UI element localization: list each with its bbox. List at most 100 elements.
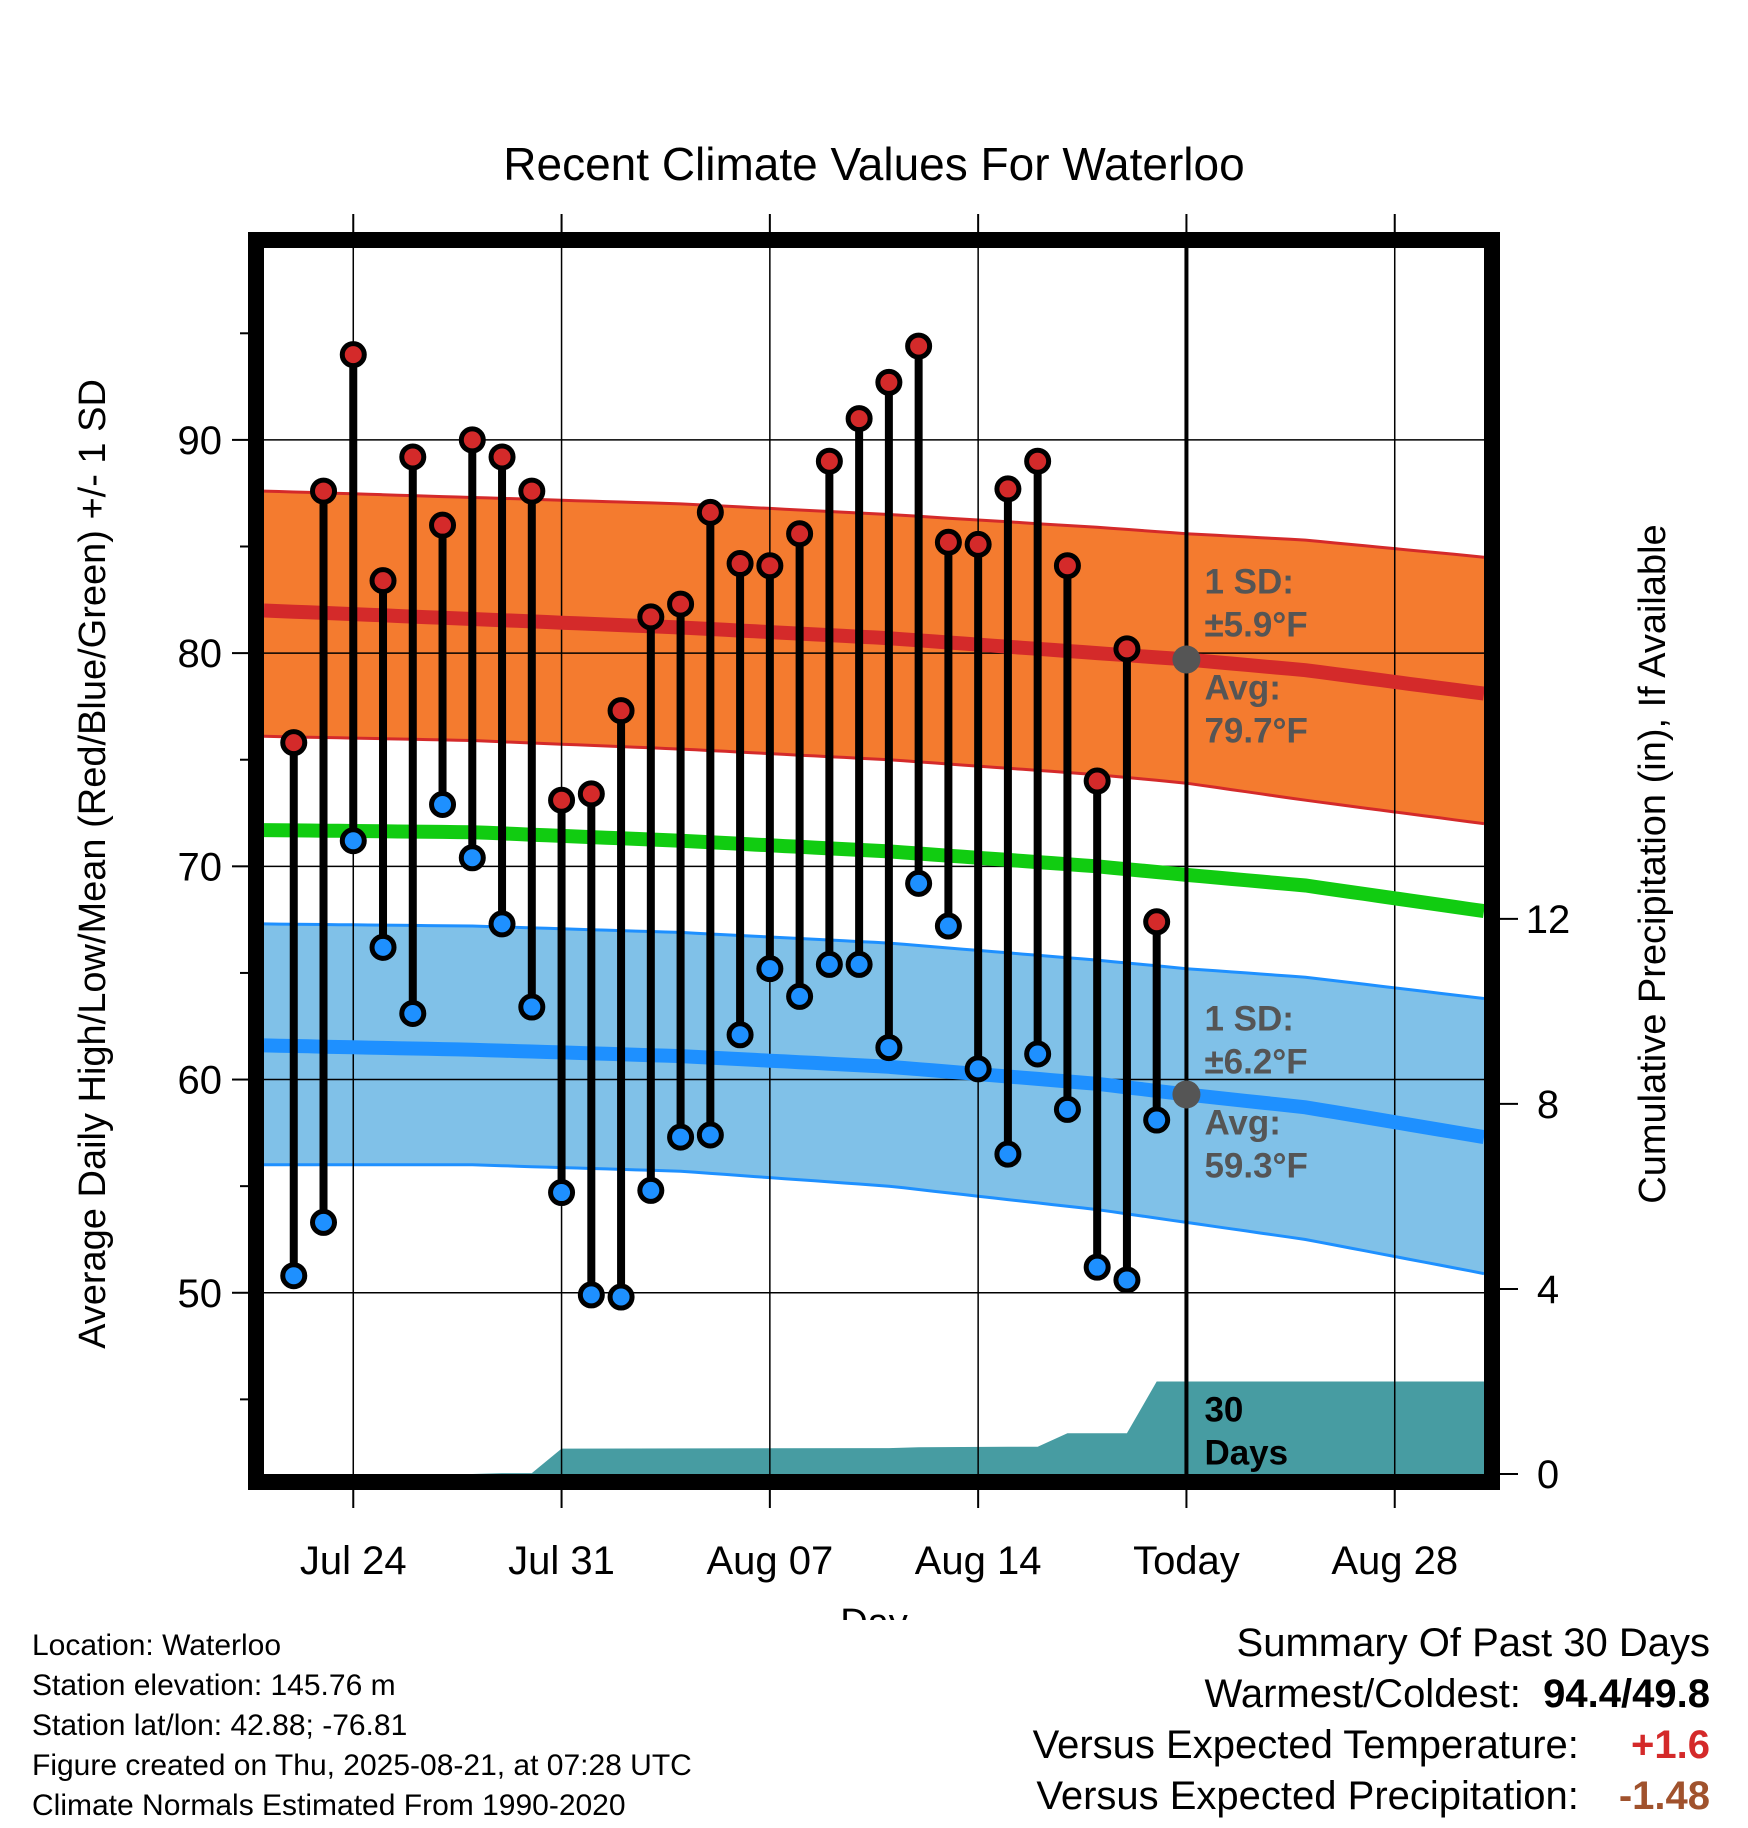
daily-high-point	[1143, 908, 1171, 936]
y-tick-label-left: 70	[178, 845, 223, 889]
vs-precip-value: -1.48	[1618, 1774, 1710, 1818]
daily-low-point	[726, 1021, 754, 1049]
high-sd-upper-line	[264, 489, 1484, 559]
high-avg-annotation-line-2: 79.7°F	[1204, 712, 1308, 751]
vs-temp-value: +1.6	[1631, 1723, 1710, 1767]
daily-high-point	[488, 443, 516, 471]
precip-window-label-2: Days	[1204, 1433, 1288, 1472]
daily-high-point	[339, 341, 367, 369]
low-avg-annotation-line-2: 59.3°F	[1204, 1146, 1308, 1185]
daily-low-point	[637, 1176, 665, 1204]
y-tick-label-left: 60	[178, 1059, 223, 1103]
daily-high-point	[429, 511, 457, 539]
summary-panel: Summary Of Past 30 Days Warmest/Coldest:…	[1033, 1618, 1710, 1822]
daily-high-point	[934, 528, 962, 556]
daily-high-point	[726, 550, 754, 578]
daily-low-point	[905, 869, 933, 897]
x-tick-label: Aug 14	[915, 1539, 1042, 1583]
normal-mean-line	[264, 823, 1484, 919]
daily-high-point	[756, 552, 784, 580]
daily-low-point	[815, 950, 843, 978]
warmest-coldest-row: Warmest/Coldest: 94.4/49.8	[1033, 1669, 1710, 1720]
daily-low-point	[1053, 1095, 1081, 1123]
daily-low-point	[577, 1281, 605, 1309]
chart-title: Recent Climate Values For Waterloo	[503, 138, 1244, 190]
daily-high-point	[696, 498, 724, 526]
daily-low-point	[756, 955, 784, 983]
daily-high-point	[310, 477, 338, 505]
elevation-text: Station elevation: 145.76 m	[32, 1669, 396, 1702]
daily-low-point	[310, 1208, 338, 1236]
vs-temp-row: Versus Expected Temperature: +1.6	[1033, 1720, 1710, 1771]
high-sd-annotation-line-2: ±5.9°F	[1204, 606, 1307, 645]
high-avg-annotation-line-1: Avg:	[1204, 669, 1280, 708]
low-sd-band	[264, 923, 1484, 1274]
y-tick-label-right: 8	[1537, 1083, 1559, 1127]
daily-high-point	[786, 520, 814, 548]
daily-high-point	[1113, 635, 1141, 663]
daily-low-point	[667, 1123, 695, 1151]
daily-high-point	[399, 443, 427, 471]
daily-high-point	[1024, 447, 1052, 475]
y-tick-label-right: 0	[1537, 1453, 1559, 1497]
separator: /	[1621, 1672, 1633, 1716]
daily-high-point	[667, 590, 695, 618]
daily-low-point	[369, 933, 397, 961]
latlon-text: Station lat/lon: 42.88; -76.81	[32, 1709, 408, 1742]
daily-low-point	[518, 993, 546, 1021]
daily-low-point	[1113, 1266, 1141, 1294]
daily-high-point	[518, 477, 546, 505]
low-avg-annotation-line-1: Avg:	[1204, 1103, 1280, 1142]
daily-low-point	[845, 950, 873, 978]
x-tick-label: Jul 31	[508, 1539, 615, 1583]
low-sd-lower-line	[264, 1163, 1484, 1276]
today-normal-low-dot	[1172, 1080, 1201, 1109]
daily-low-point	[934, 912, 962, 940]
footer-station-info: Location: Waterloo Station elevation: 14…	[32, 1626, 692, 1826]
daily-low-point	[488, 910, 516, 938]
coldest-value: 49.8	[1632, 1672, 1710, 1716]
daily-low-point	[994, 1140, 1022, 1168]
daily-high-point	[280, 729, 308, 757]
x-tick-label: Today	[1133, 1539, 1240, 1583]
summary-title: Summary Of Past 30 Days	[1236, 1621, 1710, 1665]
vs-precip-row: Versus Expected Precipitation: -1.48	[1033, 1771, 1710, 1822]
daily-low-point	[786, 982, 814, 1010]
daily-high-point	[875, 368, 903, 396]
plot-area: 1 SD: ±5.9°F Avg: 79.7°F 1 SD: ±6.2°F Avg: 59.3…	[264, 248, 1484, 1474]
plot-frame	[248, 232, 1500, 1490]
high-sd-band	[264, 491, 1484, 824]
daily-low-point	[964, 1055, 992, 1083]
high-sd-lower-line	[264, 734, 1484, 826]
x-tick-label: Aug 07	[706, 1539, 833, 1583]
normals-text: Climate Normals Estimated From 1990-2020	[32, 1789, 626, 1822]
daily-low-point	[1143, 1106, 1171, 1134]
daily-high-point	[458, 426, 486, 454]
today-normal-high-dot	[1172, 645, 1201, 674]
daily-high-point	[369, 567, 397, 595]
daily-high-point	[548, 786, 576, 814]
x-tick-label: Jul 24	[300, 1539, 407, 1583]
climate-chart: 1 SD: ±5.9°F Avg: 79.7°F 1 SD: ±6.2°F Avg: 59.3…	[72, 138, 1674, 1620]
y-tick-label-right: 12	[1526, 898, 1571, 942]
warmest-coldest-label: Warmest/Coldest:	[1204, 1672, 1521, 1716]
daily-high-point	[994, 475, 1022, 503]
low-sd-upper-line	[264, 922, 1484, 1000]
y-tick-label-right: 4	[1537, 1268, 1559, 1312]
daily-low-point	[1024, 1040, 1052, 1068]
daily-low-point	[607, 1283, 635, 1311]
y-tick-label-left: 80	[178, 632, 223, 676]
y-axis-label-left: Average Daily High/Low/Mean (Red/Blue/Gr…	[72, 379, 114, 1349]
x-tick-label: Aug 28	[1331, 1539, 1458, 1583]
daily-low-point	[548, 1179, 576, 1207]
created-text: Figure created on Thu, 2025-08-21, at 07…	[32, 1749, 692, 1782]
daily-high-point	[577, 780, 605, 808]
daily-low-point	[339, 827, 367, 855]
daily-low-point	[696, 1121, 724, 1149]
daily-high-point	[1083, 767, 1111, 795]
cumulative-precip-area	[264, 1381, 1484, 1474]
low-sd-annotation-line-1: 1 SD:	[1204, 1000, 1293, 1039]
vs-temp-label: Versus Expected Temperature:	[1032, 1723, 1579, 1767]
daily-high-point	[905, 332, 933, 360]
x-axis-label: Day	[840, 1602, 908, 1620]
